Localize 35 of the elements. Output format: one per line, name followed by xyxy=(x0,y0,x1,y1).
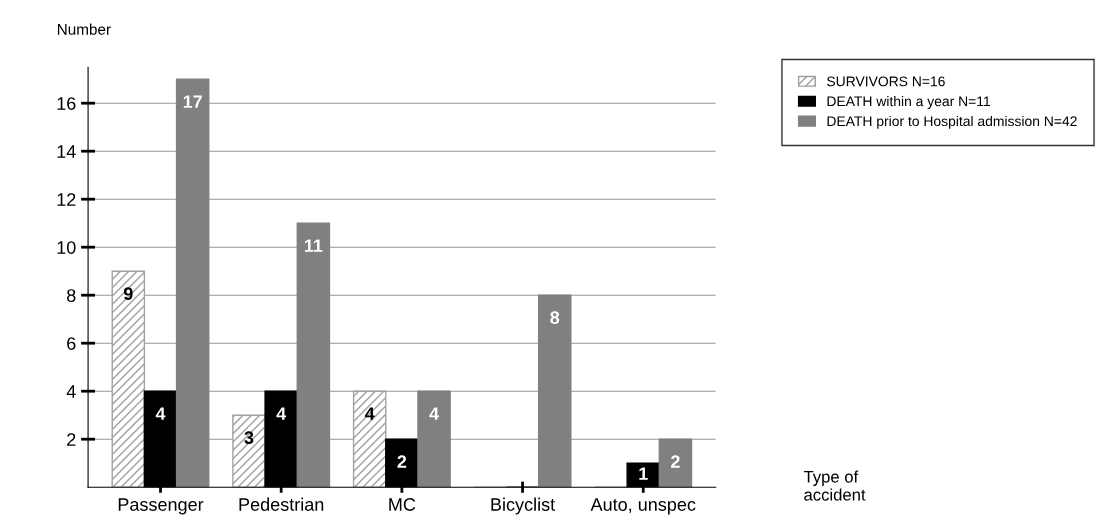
y-tick-label: 12 xyxy=(57,193,76,206)
bar xyxy=(417,390,451,488)
data-label: 8 xyxy=(550,311,560,325)
data-label: 11 xyxy=(304,239,323,252)
data-label: 4 xyxy=(429,407,439,420)
legend-label: SURVIVORS N=16 xyxy=(827,76,945,87)
bar xyxy=(537,294,572,488)
data-label: 1 xyxy=(639,467,648,480)
bar xyxy=(658,438,693,488)
data-label: 4 xyxy=(364,407,375,420)
data-label: 9 xyxy=(123,287,133,301)
y-tick-label: 10 xyxy=(57,241,76,254)
y-tick-label: 2 xyxy=(67,433,76,446)
y-tick-label: 14 xyxy=(57,145,76,158)
x-tick-label: MC xyxy=(389,498,416,511)
text: Type of accident xyxy=(803,470,866,501)
y-tick-label: 16 xyxy=(57,97,76,110)
data-label: 3 xyxy=(244,431,254,445)
legend-label: DEATH within a year N=11 xyxy=(827,96,991,109)
y-tick-label: 4 xyxy=(66,385,76,398)
data-label: 2 xyxy=(671,455,680,468)
data-label: 4 xyxy=(276,407,287,420)
bar xyxy=(175,78,210,488)
x-tick-label: Pedestrian xyxy=(239,497,324,511)
x-tick-label: Bicyclist xyxy=(491,497,556,515)
y-axis-title: Number xyxy=(57,23,111,35)
data-label: 17 xyxy=(183,95,202,108)
y-tick-label: 8 xyxy=(67,289,76,302)
data-label: 4 xyxy=(155,407,166,420)
data-label: 2 xyxy=(397,455,407,468)
y-tick-label: 6 xyxy=(67,337,76,350)
x-tick-label: Auto, unspec xyxy=(590,498,696,515)
legend-label: DEATH prior to Hospital admission N=42 xyxy=(827,115,1077,129)
x-tick-label: Passenger xyxy=(118,498,204,515)
bar xyxy=(296,222,331,488)
